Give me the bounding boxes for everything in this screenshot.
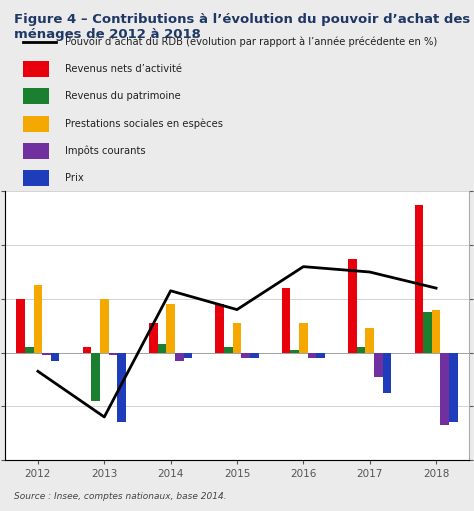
Text: Revenus du patrimoine: Revenus du patrimoine <box>65 91 181 101</box>
Text: Prestations sociales en espèces: Prestations sociales en espèces <box>65 119 223 129</box>
FancyBboxPatch shape <box>23 170 49 186</box>
FancyBboxPatch shape <box>23 143 49 159</box>
Bar <box>42 353 51 355</box>
Bar <box>100 299 109 353</box>
Bar <box>109 353 117 355</box>
Text: Source : Insee, comptes nationaux, base 2014.: Source : Insee, comptes nationaux, base … <box>14 492 227 501</box>
Bar <box>241 353 250 358</box>
Bar <box>117 353 126 422</box>
Bar <box>423 312 432 353</box>
Bar <box>34 286 42 353</box>
Bar <box>91 353 100 401</box>
Bar <box>166 304 175 353</box>
Bar <box>215 304 224 353</box>
Text: Revenus nets d’activité: Revenus nets d’activité <box>65 64 182 74</box>
Bar <box>282 288 291 353</box>
Bar <box>233 323 241 353</box>
Bar <box>383 353 391 393</box>
Bar <box>224 347 233 353</box>
Bar <box>299 323 308 353</box>
Bar <box>365 329 374 353</box>
Text: Prix: Prix <box>65 173 84 183</box>
Text: ménages de 2012 à 2018: ménages de 2012 à 2018 <box>14 28 201 41</box>
Bar <box>51 353 60 361</box>
FancyBboxPatch shape <box>23 88 49 104</box>
Bar <box>316 353 325 358</box>
Bar <box>183 353 192 358</box>
FancyBboxPatch shape <box>23 61 49 77</box>
Bar <box>440 353 449 425</box>
Bar <box>149 323 158 353</box>
Bar <box>175 353 183 361</box>
Bar <box>25 347 34 353</box>
Bar <box>82 347 91 353</box>
Bar <box>291 350 299 353</box>
Bar <box>449 353 457 422</box>
Bar <box>16 299 25 353</box>
Bar <box>348 259 357 353</box>
Bar <box>158 344 166 353</box>
FancyBboxPatch shape <box>23 115 49 132</box>
Text: Impôts courants: Impôts courants <box>65 146 146 156</box>
Bar <box>250 353 259 358</box>
Text: Figure 4 – Contributions à l’évolution du pouvoir d’achat des: Figure 4 – Contributions à l’évolution d… <box>14 13 471 26</box>
Bar <box>414 205 423 353</box>
Text: Pouvoir d’achat du RDB (évolution par rapport à l’année précédente en %): Pouvoir d’achat du RDB (évolution par ra… <box>65 36 438 47</box>
Bar <box>357 347 365 353</box>
Bar <box>432 310 440 353</box>
Bar <box>374 353 383 377</box>
Bar <box>308 353 316 358</box>
